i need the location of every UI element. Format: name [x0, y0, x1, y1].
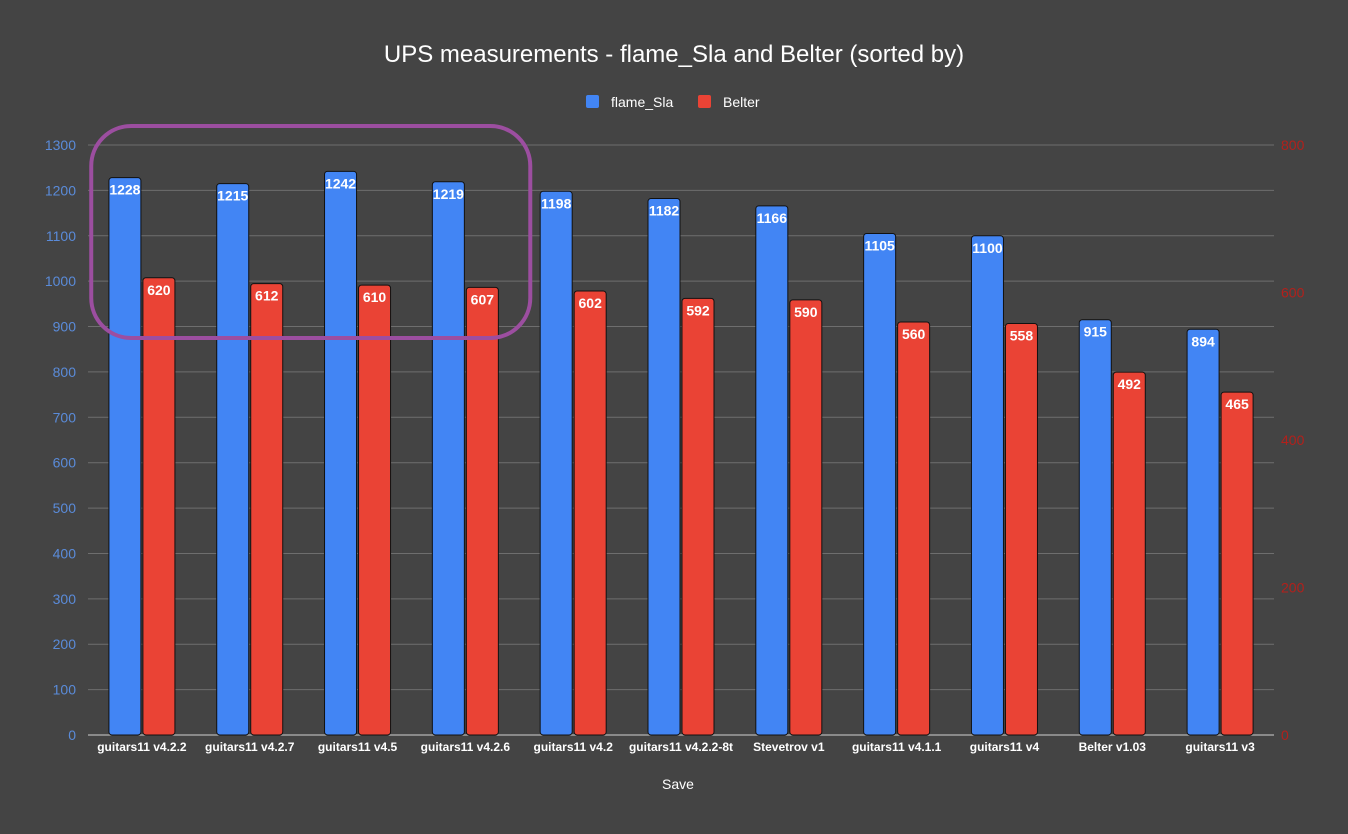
y-tick-left: 300 — [53, 591, 77, 607]
bar-flame-sla — [970, 235, 1004, 736]
bar-belter — [681, 297, 715, 736]
bar-flame-sla — [863, 233, 897, 736]
data-label-belter: 558 — [1010, 327, 1034, 343]
bar-belter — [250, 283, 284, 736]
bars: 1228 620 1215 612 1242 610 1219 607 1198 602 1182 5… — [108, 170, 1254, 736]
data-label-belter: 610 — [363, 289, 387, 305]
bar-belter — [897, 321, 931, 736]
y-axis-right: 0 200 400 600 800 — [1281, 137, 1305, 743]
bar-belter — [573, 290, 607, 736]
y-tick-right: 0 — [1281, 727, 1289, 743]
data-label-flame-sla: 1100 — [972, 240, 1003, 256]
bar-belter — [1112, 371, 1146, 736]
data-label-belter: 612 — [255, 288, 279, 304]
x-tick-label: guitars11 v4.2 — [533, 740, 613, 754]
y-tick-left: 400 — [53, 545, 77, 561]
y-tick-left: 1300 — [45, 137, 76, 153]
legend-label-belter: Belter — [723, 94, 760, 110]
bar-belter — [1220, 391, 1254, 736]
data-label-flame-sla: 1228 — [109, 182, 140, 198]
data-label-flame-sla: 1242 — [325, 175, 356, 191]
x-tick-label: Stevetrov v1 — [753, 740, 825, 754]
y-tick-left: 500 — [53, 500, 77, 516]
data-label-belter: 592 — [686, 302, 710, 318]
bar-belter — [358, 284, 392, 736]
bar-flame-sla — [539, 190, 573, 736]
data-label-flame-sla: 1105 — [864, 238, 895, 254]
bar-flame-sla — [216, 183, 250, 736]
data-label-flame-sla: 1215 — [217, 188, 248, 204]
bar-flame-sla — [1186, 328, 1220, 736]
data-label-flame-sla: 894 — [1191, 333, 1215, 349]
y-tick-left: 600 — [53, 455, 77, 471]
y-tick-left: 800 — [53, 364, 77, 380]
x-tick-label: guitars11 v4.2.7 — [205, 740, 295, 754]
y-tick-left: 1200 — [45, 182, 76, 198]
bar-flame-sla — [647, 198, 681, 736]
data-label-belter: 620 — [147, 282, 171, 298]
bar-belter — [789, 299, 823, 736]
data-label-flame-sla: 915 — [1084, 324, 1108, 340]
bar-flame-sla — [431, 181, 465, 736]
legend: flame_Sla Belter — [586, 94, 760, 110]
data-label-belter: 602 — [579, 295, 603, 311]
legend-label-flame-sla: flame_Sla — [611, 94, 673, 110]
legend-swatch-belter — [698, 95, 711, 108]
data-label-flame-sla: 1198 — [541, 195, 572, 211]
highlight-box — [89, 124, 533, 340]
y-tick-right: 200 — [1281, 580, 1305, 596]
bar-flame-sla — [108, 177, 142, 736]
y-tick-left: 1100 — [46, 228, 76, 244]
data-label-belter: 492 — [1118, 376, 1142, 392]
data-label-belter: 465 — [1225, 396, 1249, 412]
y-tick-left: 900 — [53, 319, 77, 335]
x-tick-label: guitars11 v4.2.2-8t — [629, 740, 733, 754]
x-tick-label: guitars11 v4.5 — [318, 740, 398, 754]
x-axis: guitars11 v4.2.2 guitars11 v4.2.7 guitars1… — [97, 740, 1255, 754]
data-label-belter: 590 — [794, 304, 818, 320]
bar-belter — [1004, 322, 1038, 736]
x-tick-label: guitars11 v4.2.2 — [97, 740, 187, 754]
bar-flame-sla — [324, 170, 358, 736]
data-label-belter: 560 — [902, 326, 926, 342]
y-tick-right: 400 — [1281, 432, 1305, 448]
y-tick-right: 800 — [1281, 137, 1305, 153]
y-axis-left: 0 100 200 300 400 500 600 700 800 900 1000 1100 1200… — [45, 137, 76, 743]
y-tick-left: 0 — [68, 727, 76, 743]
legend-swatch-flame-sla — [586, 95, 599, 108]
y-tick-right: 600 — [1281, 285, 1305, 301]
data-label-flame-sla: 1182 — [649, 203, 680, 219]
chart-title: UPS measurements - flame_Sla and Belter … — [384, 41, 964, 68]
gridlines — [88, 144, 1274, 736]
data-label-flame-sla: 1219 — [433, 186, 464, 202]
x-tick-label: Belter v1.03 — [1079, 740, 1147, 754]
x-tick-label: guitars11 v4 — [970, 740, 1040, 754]
x-axis-title: Save — [662, 776, 694, 792]
bar-belter — [142, 277, 176, 736]
bar-flame-sla — [755, 205, 789, 736]
x-tick-label: guitars11 v3 — [1185, 740, 1255, 754]
x-tick-label: guitars11 v4.2.6 — [421, 740, 511, 754]
bar-flame-sla — [1078, 319, 1112, 736]
y-tick-left: 1000 — [45, 273, 76, 289]
y-tick-left: 700 — [53, 409, 77, 425]
data-label-belter: 607 — [471, 291, 495, 307]
y-tick-left: 200 — [53, 636, 77, 652]
data-label-flame-sla: 1166 — [757, 210, 788, 226]
y-tick-left: 100 — [53, 682, 77, 698]
bar-belter — [465, 286, 499, 736]
x-tick-label: guitars11 v4.1.1 — [852, 740, 942, 754]
